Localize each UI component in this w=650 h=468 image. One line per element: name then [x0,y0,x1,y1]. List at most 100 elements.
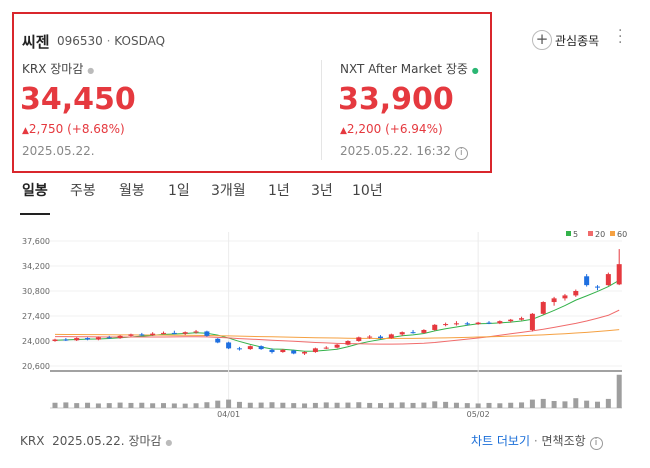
volume-bar [193,403,199,408]
candle-body [161,332,166,334]
candle-body [106,337,112,339]
volume-bar [519,402,525,408]
krx-pct: (+8.68%) [67,122,125,136]
divider [321,60,322,160]
volume-bar [616,374,622,408]
tab[interactable]: 주봉 [70,183,96,199]
volume-bar [497,403,503,408]
candle-body [388,334,394,339]
nxt-date: 2025.05.22. 16:32 i [340,144,468,160]
x-tick-label: 04/01 [217,410,240,419]
moving-average [54,309,620,345]
footer-links: 차트 더보기 · 면책조항 i [471,432,603,450]
candle-body [323,347,329,349]
krx-change: ▲2,750 (+8.68%) [22,122,125,136]
candle-body [171,332,177,334]
volume-bar [226,399,232,408]
candle-body [497,321,503,324]
moving-average [54,279,620,352]
y-tick-label: 30,800 [22,287,50,296]
volume-bar [291,403,297,408]
tab[interactable]: 10년 [352,183,383,199]
volume-bar [312,402,318,408]
footer-date: 2025.05.22. [52,434,125,448]
candle-body [356,337,362,341]
candle-body [334,344,340,348]
krx-label-text: KRX 장마감 [22,62,84,76]
y-tick-label: 37,600 [22,237,50,246]
volume-bar [464,403,470,408]
volume-bar [529,399,535,408]
candle-body [432,324,438,330]
candle-body [595,286,600,288]
candle-body [258,346,264,350]
volume-bar [128,402,134,408]
stock-code: 096530 · KOSDAQ [57,34,165,48]
code: 096530 [57,34,103,48]
volume-bar [399,402,405,408]
candle-body [139,334,145,336]
candle-body [529,313,535,330]
volume-bar [302,403,308,408]
tab[interactable]: 일봉 [22,183,48,199]
candle-body [269,349,275,353]
tab[interactable]: 1년 [268,183,290,199]
legend-label: 5 [573,230,578,239]
krx-price: 34,450 [20,82,136,117]
candle-body [128,334,134,336]
tab[interactable]: 3개월 [211,183,246,199]
legend-label: 20 [595,230,605,239]
candle-body [280,349,286,353]
volume-bar [85,402,91,408]
volume-bar [236,401,242,408]
krx-change-value: 2,750 [28,122,64,136]
plus-icon[interactable]: + [532,30,552,50]
candle-body [150,333,156,336]
candle-body [85,338,91,340]
volume-bar [432,401,438,408]
disclaimer-link[interactable]: 면책조항 [541,434,586,448]
legend-swatch [588,231,593,236]
volume-bar [378,403,383,408]
tab[interactable]: 1일 [168,183,190,199]
candle-body [291,350,297,354]
volume-bar [573,398,579,408]
candle-body [573,291,579,296]
candle-body [193,331,199,333]
volume-bar [204,402,210,408]
volume-bar [584,400,590,408]
candle-body [226,342,232,349]
candle-body [236,348,242,350]
volume-bar [453,402,459,408]
more-menu[interactable]: · · · [618,23,623,51]
candle-body [117,335,123,339]
candle-body [584,276,590,286]
candle-body [247,346,253,350]
volume-bar [63,402,69,408]
legend-swatch [566,231,571,236]
nxt-change-value: 2,200 [346,122,382,136]
candle-body [378,336,383,339]
candle-body [616,264,622,285]
volume-bar [551,401,557,408]
legend-swatch [610,231,615,236]
watch-button[interactable]: 관심종목 [555,34,600,48]
candle-body [302,352,308,354]
volume-bar [182,403,188,408]
separator: · [106,34,111,48]
volume-bar [74,403,80,408]
tab[interactable]: 3년 [311,183,333,199]
chart-more-link[interactable]: 차트 더보기 [471,434,531,448]
volume-bar [247,402,253,408]
volume-bar [215,400,221,408]
candle-body [215,338,221,343]
stock-name: 씨젠 [22,33,50,51]
candle-body [551,298,557,303]
volume-bar [605,398,611,408]
volume-bar [562,401,568,408]
tab[interactable]: 월봉 [119,183,145,199]
volume-bar [410,402,416,408]
candle-body [605,274,611,286]
volume-bar [421,402,427,408]
nxt-date-text: 2025.05.22. 16:32 [340,144,451,158]
